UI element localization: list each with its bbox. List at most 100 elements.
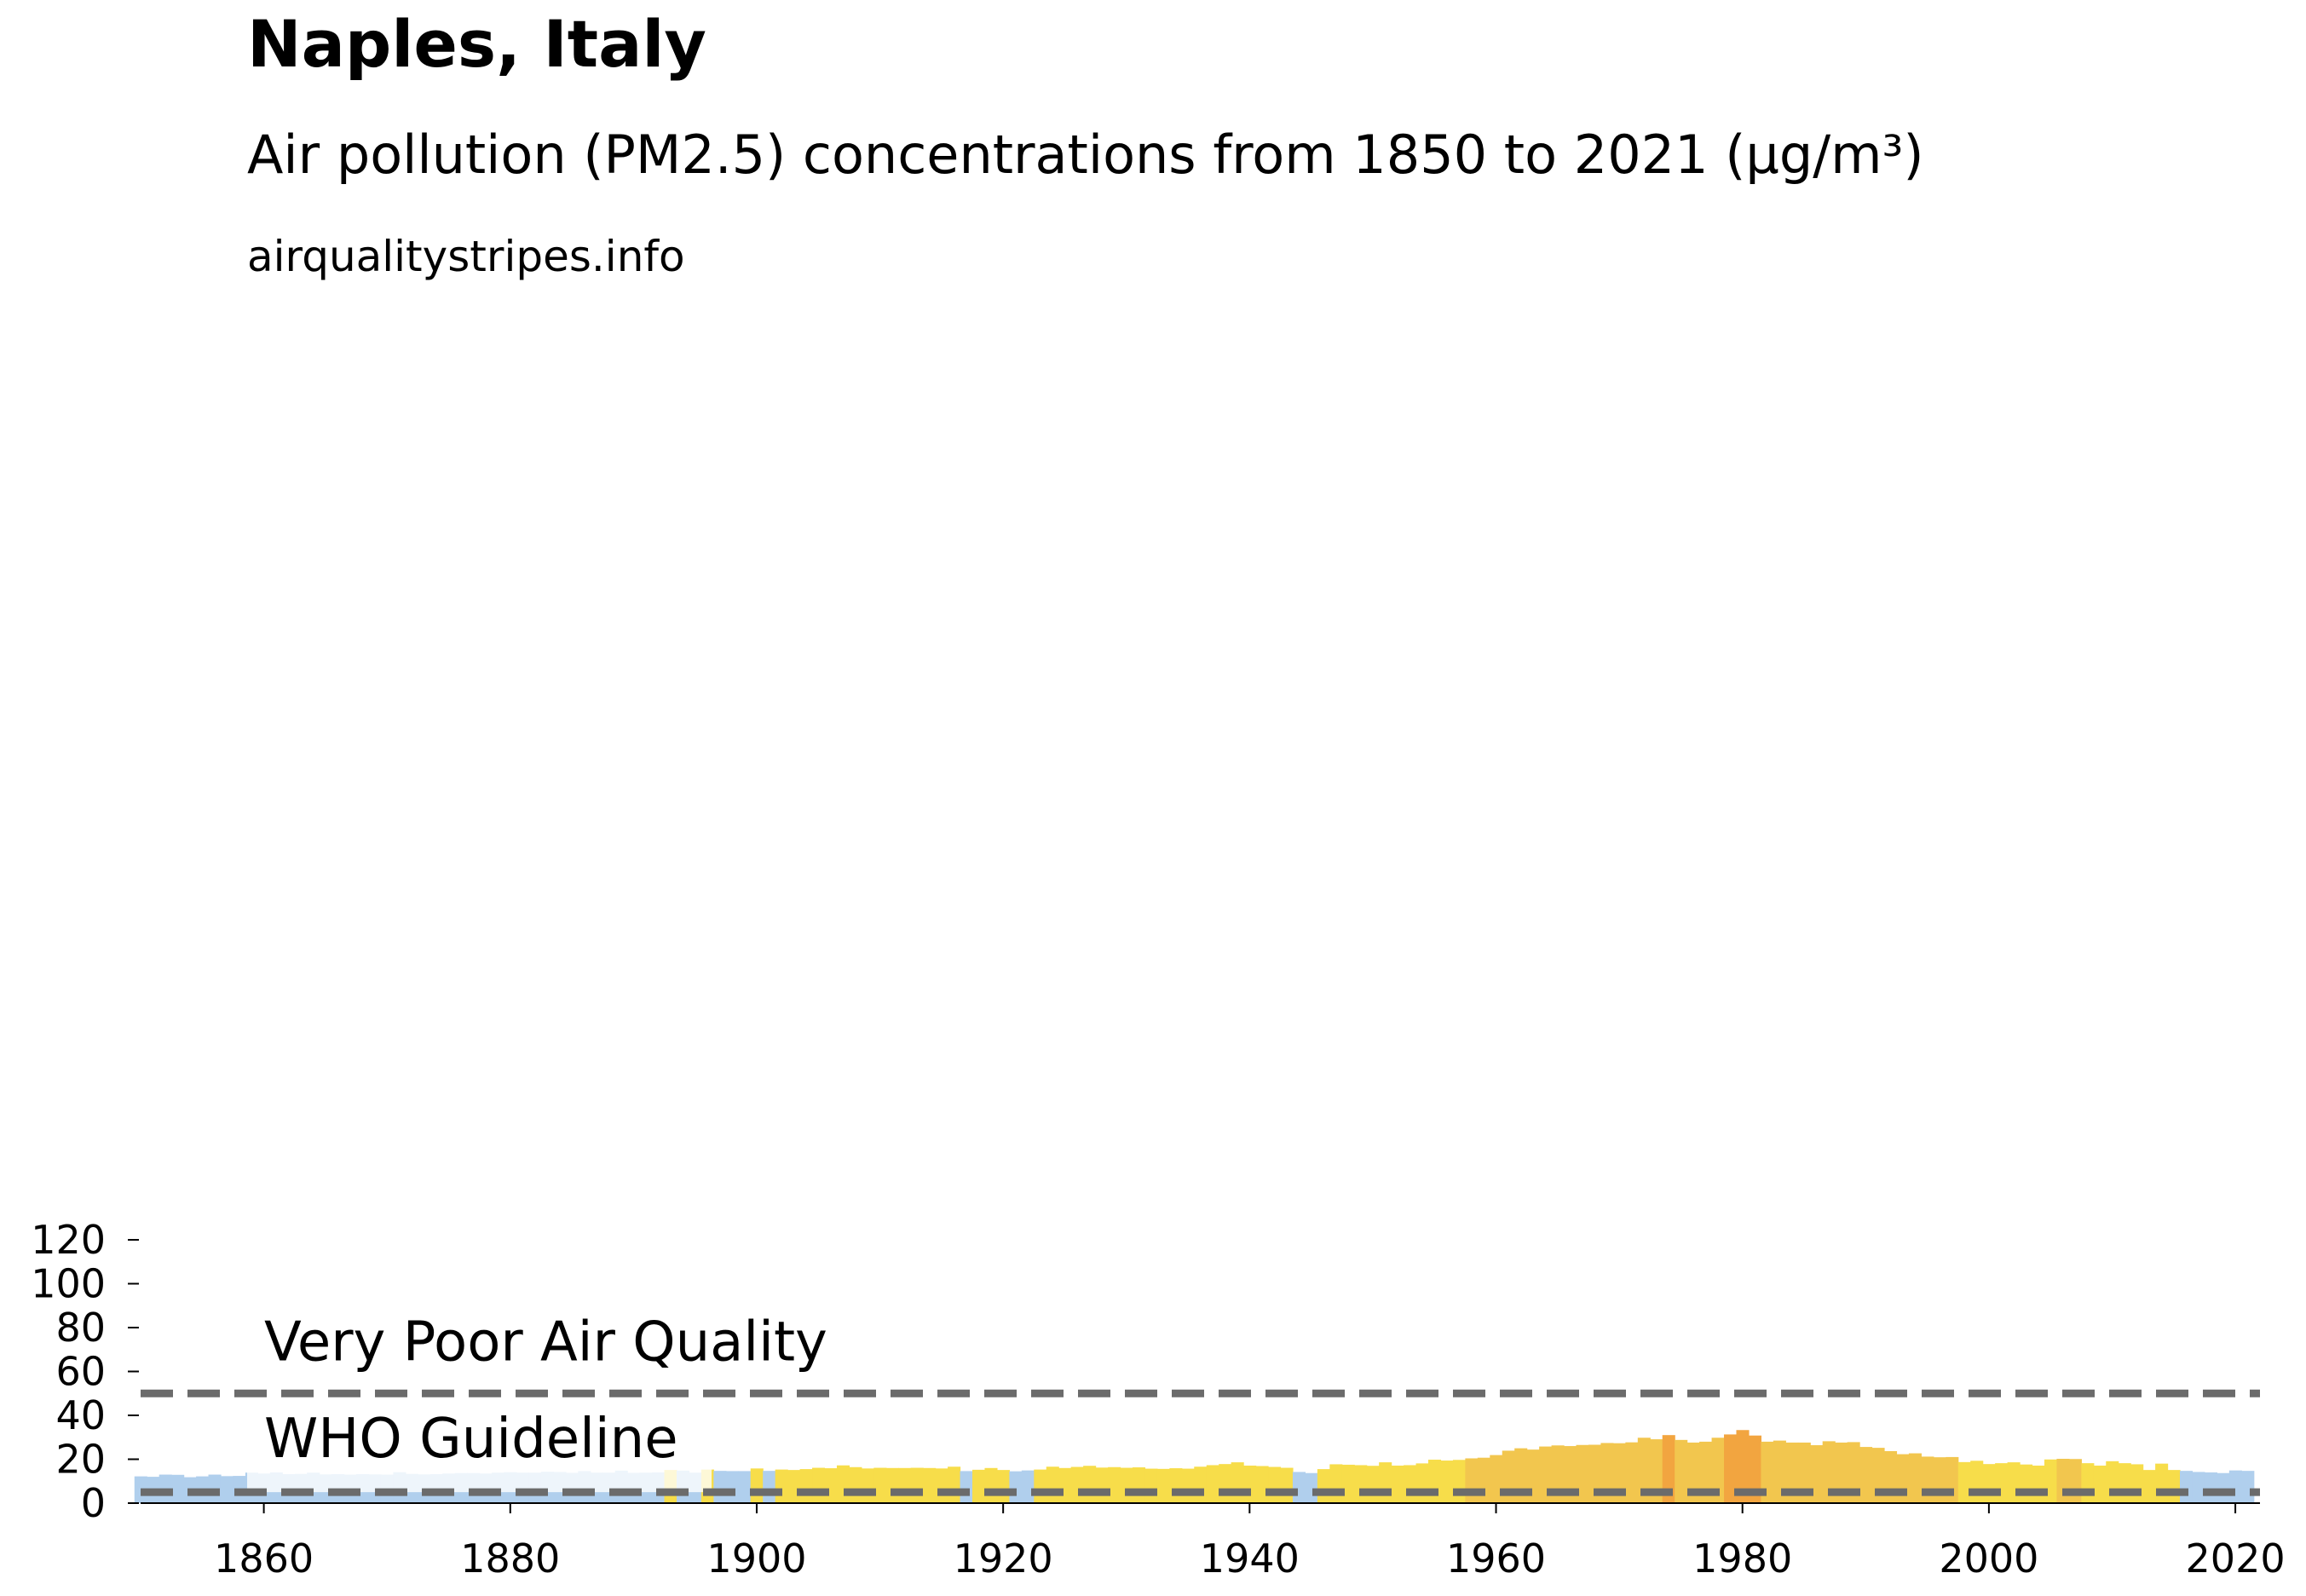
bar-1997 xyxy=(1946,1456,1959,1503)
bar-2018 xyxy=(2204,1472,2217,1503)
bar-1956 xyxy=(1440,1461,1454,1503)
bar-1975 xyxy=(1675,1439,1688,1503)
bar-1924 xyxy=(1046,1466,1059,1504)
bar-1933 xyxy=(1156,1468,1170,1503)
bar-2009 xyxy=(2093,1465,2107,1503)
bar-1990 xyxy=(1859,1447,1873,1503)
bar-2019 xyxy=(2217,1472,2230,1503)
bar-1980 xyxy=(1736,1430,1750,1503)
bar-1987 xyxy=(1822,1441,1836,1503)
bar-1960 xyxy=(1490,1455,1503,1503)
bar-1986 xyxy=(1810,1445,1824,1503)
bar-1929 xyxy=(1108,1466,1121,1503)
bar-1899 xyxy=(738,1471,752,1503)
bar-1977 xyxy=(1699,1441,1713,1503)
x-tick-label-1980: 1980 xyxy=(1692,1536,1792,1582)
bar-2005 xyxy=(2044,1459,2058,1503)
x-tick-label-1920: 1920 xyxy=(954,1536,1053,1582)
x-tick-label-1860: 1860 xyxy=(214,1536,314,1582)
bar-1925 xyxy=(1058,1467,1072,1503)
x-tick-label-1900: 1900 xyxy=(706,1536,806,1582)
bar-1923 xyxy=(1034,1469,1047,1503)
bar-2008 xyxy=(2081,1463,2095,1503)
very-poor-air-quality-label: Very Poor Air Quality xyxy=(264,1311,827,1374)
bar-1944 xyxy=(1292,1472,1306,1503)
bar-1898 xyxy=(725,1471,739,1503)
bar-1905 xyxy=(812,1467,826,1503)
bar-1921 xyxy=(1009,1471,1023,1503)
y-tick-label-0: 0 xyxy=(81,1480,106,1526)
bar-1904 xyxy=(799,1469,813,1503)
bar-1943 xyxy=(1280,1467,1294,1503)
chart-source: airqualitystripes.info xyxy=(247,232,685,281)
bar-1954 xyxy=(1415,1463,1429,1503)
bar-1947 xyxy=(1329,1464,1343,1503)
bar-1982 xyxy=(1761,1441,1774,1503)
bar-1939 xyxy=(1231,1462,1244,1504)
bar-2000 xyxy=(1982,1464,1996,1503)
bar-1906 xyxy=(824,1468,838,1503)
bar-2011 xyxy=(2118,1463,2131,1503)
bar-1957 xyxy=(1452,1460,1466,1503)
bar-1988 xyxy=(1835,1442,1848,1503)
bar-1915 xyxy=(935,1468,948,1504)
bar-1976 xyxy=(1686,1442,1700,1503)
bar-1922 xyxy=(1021,1470,1035,1503)
bar-1948 xyxy=(1341,1464,1355,1503)
bar-1958 xyxy=(1465,1458,1479,1503)
bar-1996 xyxy=(1933,1457,1946,1503)
bar-1978 xyxy=(1711,1438,1725,1503)
bar-1916 xyxy=(948,1466,961,1504)
bar-1926 xyxy=(1070,1466,1084,1503)
bar-1914 xyxy=(923,1467,937,1503)
bar-2021 xyxy=(2241,1471,2255,1503)
chart-subtitle: Air pollution (PM2.5) concentrations fro… xyxy=(247,124,1924,186)
y-tick-label-20: 20 xyxy=(55,1437,106,1483)
bar-1983 xyxy=(1773,1440,1786,1503)
bar-1941 xyxy=(1255,1466,1269,1503)
bar-2020 xyxy=(2228,1470,2242,1503)
bar-1918 xyxy=(972,1469,986,1503)
bar-1910 xyxy=(873,1467,887,1503)
who-guideline-label-box xyxy=(247,1388,712,1493)
chart-title: Naples, Italy xyxy=(247,6,706,82)
bar-1979 xyxy=(1724,1434,1738,1503)
y-tick-label-100: 100 xyxy=(31,1261,106,1307)
reference-lines-group: WHO Guideline Very Poor Air Quality xyxy=(141,1311,2260,1496)
bar-2017 xyxy=(2192,1472,2205,1503)
bar-1920 xyxy=(996,1470,1010,1503)
bar-2006 xyxy=(2056,1458,2070,1503)
bar-1973 xyxy=(1650,1439,1663,1503)
bar-1927 xyxy=(1083,1466,1097,1503)
bar-1911 xyxy=(885,1467,899,1503)
bar-1901 xyxy=(763,1471,776,1503)
bar-1937 xyxy=(1206,1465,1219,1503)
bar-1938 xyxy=(1219,1464,1232,1503)
bar-1908 xyxy=(849,1466,862,1503)
bar-1995 xyxy=(1921,1456,1934,1503)
bar-2014 xyxy=(2155,1463,2169,1503)
x-tick-label-1940: 1940 xyxy=(1200,1536,1300,1582)
bar-2003 xyxy=(2020,1464,2033,1503)
bar-1931 xyxy=(1132,1467,1146,1503)
bar-1969 xyxy=(1600,1443,1614,1503)
bar-1955 xyxy=(1428,1460,1442,1504)
y-tick-label-80: 80 xyxy=(55,1305,106,1351)
who-guideline-label: WHO Guideline xyxy=(264,1408,678,1471)
bar-1999 xyxy=(1970,1461,1984,1503)
bar-1984 xyxy=(1785,1442,1799,1503)
bar-1903 xyxy=(787,1470,801,1503)
bar-1946 xyxy=(1317,1469,1330,1503)
bar-1900 xyxy=(750,1468,764,1504)
bar-1967 xyxy=(1576,1444,1589,1503)
bar-1935 xyxy=(1181,1468,1195,1503)
bar-2016 xyxy=(2180,1471,2194,1503)
bar-1974 xyxy=(1662,1435,1675,1503)
x-tick-label-1960: 1960 xyxy=(1446,1536,1546,1582)
bar-2012 xyxy=(2130,1464,2144,1503)
bar-1953 xyxy=(1404,1465,1417,1503)
bar-1932 xyxy=(1144,1468,1158,1503)
bar-1912 xyxy=(898,1467,912,1503)
bar-1981 xyxy=(1748,1435,1761,1503)
bar-2007 xyxy=(2068,1459,2082,1503)
